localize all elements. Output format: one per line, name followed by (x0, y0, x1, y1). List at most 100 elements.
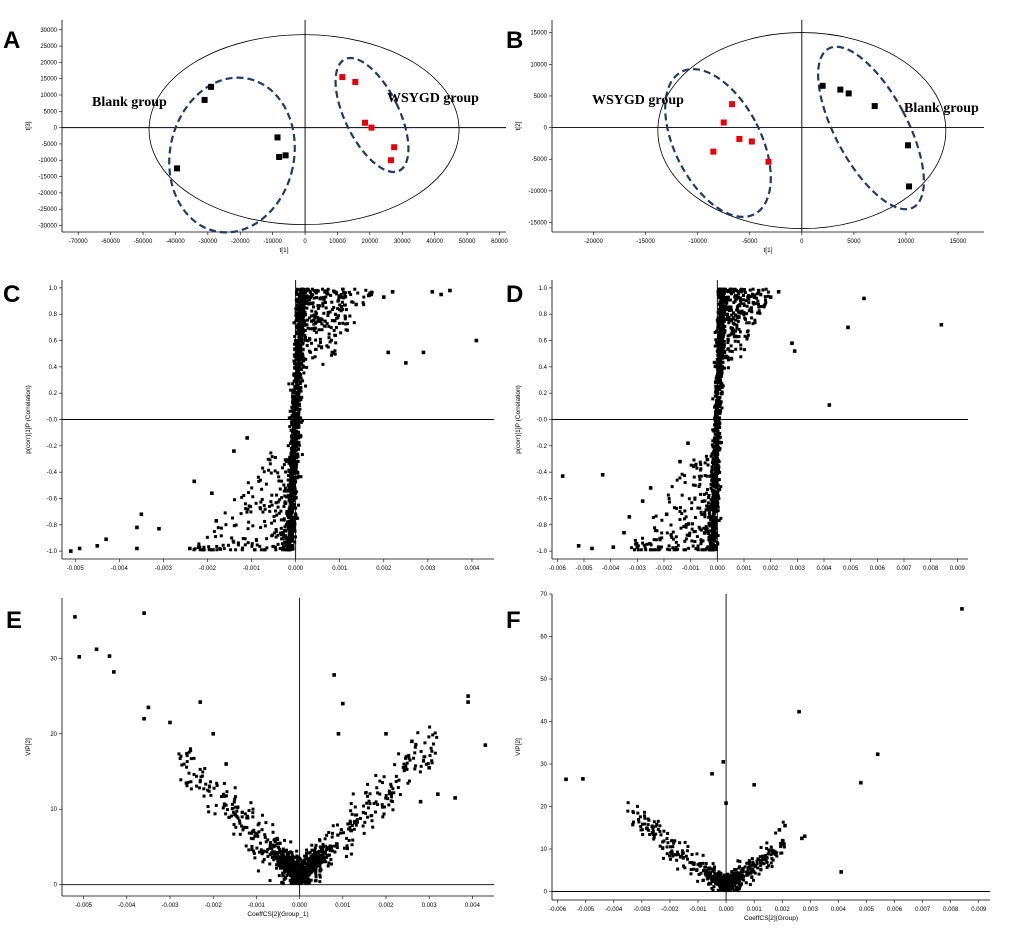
loading-point (726, 358, 730, 362)
loading-point (297, 341, 301, 345)
panel-label: B (506, 27, 523, 54)
vip-point (258, 841, 262, 845)
vip-point (268, 843, 272, 847)
loading-point (726, 366, 730, 370)
loading-point-outlier (95, 544, 100, 548)
vip-point (330, 831, 334, 835)
vip-point (652, 820, 656, 824)
vip-point (290, 863, 294, 867)
vip-point (769, 861, 773, 865)
loading-point (738, 330, 742, 334)
vip-point (282, 854, 286, 858)
vip-point (727, 873, 731, 877)
loading-point (716, 534, 720, 538)
loading-point (696, 548, 700, 552)
loading-point (756, 302, 760, 306)
vip-point (683, 840, 687, 844)
loading-point (736, 310, 740, 314)
loading-point (714, 384, 718, 388)
vip-point (234, 825, 238, 829)
vip-point (313, 858, 317, 862)
loading-point (715, 492, 719, 496)
vip-point (291, 874, 295, 878)
x-tick-label: -15000 (636, 239, 655, 245)
y-axis-label: t[2] (515, 121, 522, 130)
loading-point (718, 327, 722, 331)
loading-point (719, 313, 723, 317)
loading-point (294, 341, 298, 345)
x-tick-label: 0 (800, 239, 804, 245)
loading-point (293, 395, 297, 399)
vip-point (374, 800, 378, 804)
loading-point (716, 292, 720, 296)
vip-point (206, 788, 210, 792)
loading-point (720, 306, 724, 310)
vip-point (734, 868, 738, 872)
loading-point (215, 544, 219, 548)
loading-point (716, 417, 720, 421)
vip-point (182, 762, 186, 766)
loading-point (304, 313, 308, 317)
loading-point (717, 371, 721, 375)
vip-point (285, 873, 289, 877)
score-point (362, 119, 369, 126)
loading-point (294, 513, 298, 517)
loading-point (721, 317, 725, 321)
loading-point (727, 315, 731, 319)
vip-point (413, 745, 417, 749)
loading-point (295, 407, 299, 411)
loading-point (714, 457, 718, 461)
loading-point (299, 350, 303, 354)
y-tick-label: -0.6 (537, 496, 548, 502)
loading-point (283, 501, 287, 505)
x-tick-label: 20000 (362, 239, 379, 245)
loading-point (726, 356, 730, 360)
loading-point (269, 451, 273, 455)
loading-point (295, 319, 299, 323)
loading-point (312, 322, 316, 326)
loading-point (689, 463, 693, 467)
loading-point (338, 303, 342, 307)
loading-point (258, 544, 262, 548)
vip-point (198, 779, 202, 783)
loading-point (718, 346, 722, 350)
vip-point (232, 800, 236, 804)
vip-point (318, 860, 322, 864)
loading-point (268, 504, 272, 508)
x-tick-label: 10000 (329, 239, 346, 245)
x-tick-label: -5000 (742, 239, 758, 245)
loading-point (697, 484, 701, 488)
loading-point (287, 474, 291, 478)
loading-point (283, 529, 287, 533)
loading-point (670, 535, 674, 539)
loading-point (301, 347, 305, 351)
loading-point (305, 323, 309, 327)
vip-point (278, 841, 282, 845)
loading-point (743, 334, 747, 338)
x-tick-label: 0.000 (292, 903, 308, 909)
loading-point (717, 436, 721, 440)
vip-point (295, 854, 299, 858)
loading-point (717, 397, 721, 401)
loading-point-outlier (232, 449, 236, 453)
loading-point (713, 498, 717, 502)
loading-point (752, 295, 756, 299)
loading-point (714, 516, 718, 520)
loading-point (295, 414, 299, 418)
loading-point (742, 294, 746, 298)
vip-point (327, 830, 331, 834)
score-point (748, 138, 755, 145)
x-tick-label: -0.004 (111, 566, 129, 572)
loading-point (339, 331, 343, 335)
loading-point (716, 478, 720, 482)
loading-point (297, 425, 301, 429)
vip-point (683, 866, 687, 870)
loading-point (294, 375, 298, 379)
loading-point (709, 504, 713, 508)
score-point (352, 78, 359, 85)
loading-point (729, 306, 733, 310)
loading-point (715, 329, 719, 333)
loading-point (293, 434, 297, 438)
vip-point (756, 866, 760, 870)
loading-point (720, 328, 724, 332)
